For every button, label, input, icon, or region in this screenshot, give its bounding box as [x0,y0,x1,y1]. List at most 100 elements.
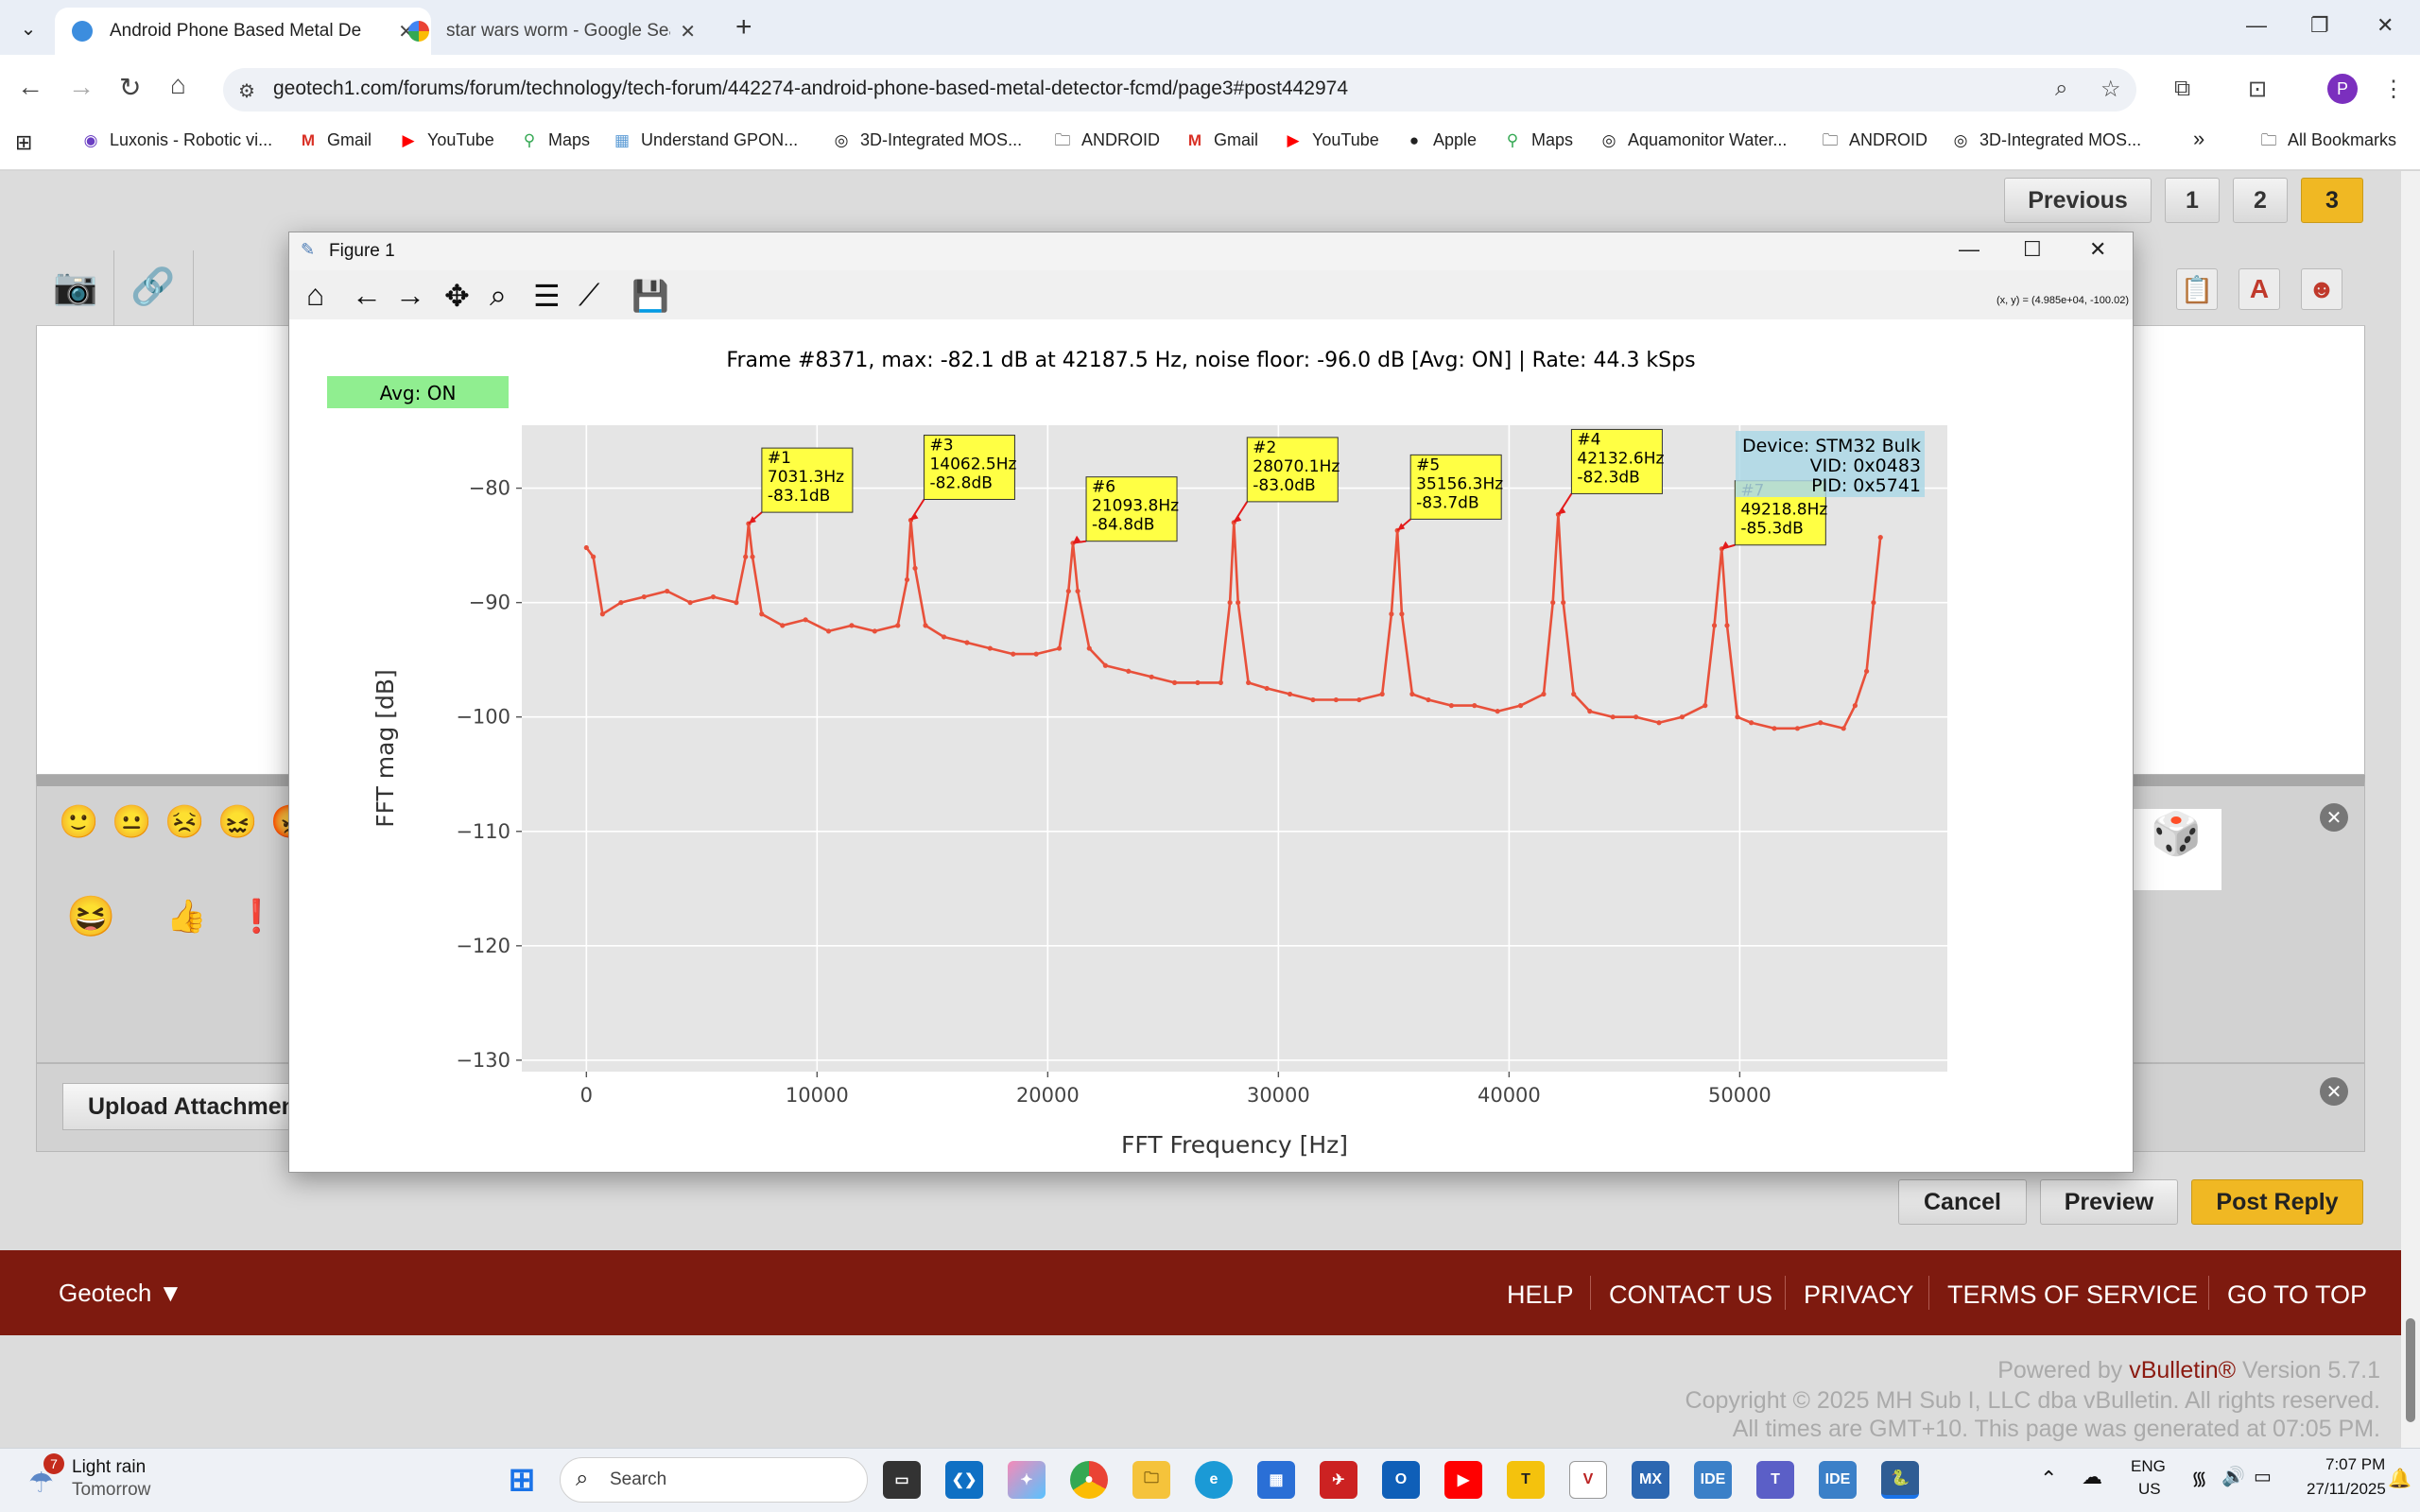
close-window-icon[interactable]: ✕ [2377,13,2394,37]
bookmark-gmail[interactable]: M Gmail [299,130,372,150]
page-2-button[interactable]: 2 [2233,178,2288,223]
thumbs-up-icon[interactable]: 👍 [166,899,207,935]
vbulletin-link[interactable]: vBulletin® [2129,1357,2237,1383]
tab-search-dropdown-icon[interactable]: ⌄ [20,18,37,40]
link-icon[interactable]: 🔗 [130,267,176,307]
clock-date[interactable]: 27/11/2025 [2307,1480,2386,1498]
tray-chevron-icon[interactable]: ⌃ [2040,1467,2058,1490]
clock-time[interactable]: 7:07 PM [2325,1455,2386,1473]
vscode-icon[interactable]: ❮❯ [945,1461,983,1499]
home-icon[interactable]: ⌂ [170,70,186,99]
close-tab-icon[interactable]: ✕ [680,21,696,43]
language-code[interactable]: ENG [2131,1457,2166,1475]
bookmark-maps-2[interactable]: ⚲ Maps [1503,130,1573,150]
footer-terms-link[interactable]: TERMS OF SERVICE [1947,1280,2199,1309]
paste-icon[interactable]: 📋 [2176,268,2218,310]
previous-page-button[interactable]: Previous [2004,178,2152,223]
all-bookmarks-folder[interactable]: 🗀 All Bookmarks [2259,130,2397,150]
extensions-icon[interactable]: ⧉ [2174,76,2191,101]
forward-icon[interactable]: → [68,72,95,101]
terminal-app-icon[interactable]: T [1507,1461,1545,1499]
taskbar-search[interactable]: ⌕ Search [560,1457,868,1503]
bookmark-youtube-2[interactable]: ▶ YouTube [1284,130,1378,150]
zoom-icon[interactable]: ⌕ [2055,76,2068,101]
profile-avatar[interactable]: P [2327,74,2358,104]
bookmark-luxonis[interactable]: ◉ Luxonis - Robotic vi... [81,130,273,150]
footer-brand[interactable]: Geotech ▼ [59,1279,183,1307]
bookmark-3d-mos[interactable]: ◎ 3D-Integrated MOS... [832,130,1023,150]
bookmark-aquamonitor[interactable]: ◎ Aquamonitor Water... [1599,130,1788,150]
battery-icon[interactable]: ▭ [2254,1467,2272,1487]
teams-icon[interactable]: T [1756,1461,1794,1499]
more-bookmarks-icon[interactable]: » [2193,127,2205,150]
address-bar[interactable] [223,68,2136,112]
mx-app-icon[interactable]: MX [1632,1461,1669,1499]
footer-help-link[interactable]: HELP [1507,1280,1574,1309]
exclaim-icon[interactable]: ❗ [236,899,277,935]
edit-axis-icon[interactable]: ⟋ [579,278,600,312]
ide-app-icon-2[interactable]: IDE [1819,1461,1857,1499]
wifi-icon[interactable]: ᯾ [2191,1469,2208,1489]
tab-star-wars-worm[interactable]: star wars worm - Google Searc ✕ [391,8,713,55]
bookmark-3d-mos-2[interactable]: ◎ 3D-Integrated MOS... [1951,130,2142,150]
weather-widget[interactable]: ☂ 7 Light rain Tomorrow [23,1452,174,1508]
copilot-icon[interactable]: ✦ [1008,1461,1046,1499]
outlook-icon[interactable]: O [1382,1461,1420,1499]
minimize-icon[interactable]: — [2246,13,2267,37]
close-attachments-icon[interactable]: ✕ [2320,1077,2348,1106]
footer-privacy-link[interactable]: PRIVACY [1804,1280,1914,1309]
file-explorer-icon[interactable]: 🗀 [1132,1461,1170,1499]
preview-button[interactable]: Preview [2040,1179,2178,1225]
confused-icon[interactable]: 😖 [217,804,258,840]
save-icon[interactable]: 💾 [631,279,669,313]
zoom-icon[interactable]: ⌕ [490,278,507,312]
page-scrollbar[interactable] [2401,171,2420,1448]
figure-maximize-icon[interactable]: ☐ [2023,237,2042,261]
fft-chart[interactable]: Frame #8371, max: -82.1 dB at 42187.5 Hz… [289,319,2133,1170]
configure-subplots-icon[interactable]: ☰ [533,279,561,313]
bookmark-android-folder[interactable]: 🗀 ANDROID [1053,130,1161,150]
url-text[interactable]: geotech1.com/forums/forum/technology/tec… [273,77,1349,99]
bookmark-star-icon[interactable]: ☆ [2100,77,2121,102]
menu-kebab-icon[interactable]: ⋮ [2382,77,2405,102]
font-color-icon[interactable]: A [2238,268,2280,310]
reload-icon[interactable]: ↻ [119,73,142,102]
figure-title-bar[interactable]: ✎ Figure 1 — ☐ ✕ [289,232,2133,270]
start-windows-icon[interactable]: ⊞ [508,1462,536,1498]
back-icon[interactable]: ← [17,72,43,101]
volume-icon[interactable]: 🔊 [2221,1467,2245,1487]
smile-icon[interactable]: 🙂 [59,804,99,840]
app-red-icon[interactable]: ✈ [1320,1461,1357,1499]
upload-attachments-button[interactable]: Upload Attachmen [62,1083,308,1130]
page-1-button[interactable]: 1 [2165,178,2220,223]
laugh-icon[interactable]: 😆 [66,894,116,938]
figure-minimize-icon[interactable]: — [1959,237,1979,261]
ide-app-icon[interactable]: IDE [1694,1461,1732,1499]
figure-close-icon[interactable]: ✕ [2089,237,2107,261]
notifications-icon[interactable]: 🔔 [2388,1469,2411,1489]
smilies-icon[interactable]: ☻ [2301,268,2342,310]
forward-icon[interactable]: → [395,278,425,312]
bookmark-gpon[interactable]: ▦ Understand GPON... [613,130,798,150]
page-3-button[interactable]: 3 [2301,178,2363,223]
bookmark-apple[interactable]: ● Apple [1405,130,1477,150]
screenshot-icon[interactable]: ⊡ [2248,77,2268,102]
footer-contact-link[interactable]: CONTACT US [1609,1280,1773,1309]
edge-icon[interactable]: e [1195,1461,1233,1499]
vnc-icon[interactable]: V [1569,1461,1607,1499]
scrollbar-thumb[interactable] [2406,1318,2415,1422]
chrome-icon[interactable]: ● [1070,1461,1108,1499]
python-figure-icon[interactable]: 🐍 [1881,1461,1919,1499]
post-reply-button[interactable]: Post Reply [2191,1179,2363,1225]
site-info-icon[interactable]: ⚙ [238,81,255,102]
restore-icon[interactable]: ❐ [2310,13,2329,37]
dice-icon[interactable]: 🎲 [2131,809,2221,890]
frown-icon[interactable]: 😣 [164,804,205,840]
back-icon[interactable]: ← [352,278,382,312]
bookmark-maps[interactable]: ⚲ Maps [520,130,590,150]
neutral-icon[interactable]: 😐 [112,804,152,840]
home-icon[interactable]: ⌂ [306,278,325,312]
bookmark-android-folder-2[interactable]: 🗀 ANDROID [1821,130,1928,150]
bookmark-youtube[interactable]: ▶ YouTube [399,130,493,150]
apps-grid-icon[interactable]: ⊞ [15,130,33,154]
